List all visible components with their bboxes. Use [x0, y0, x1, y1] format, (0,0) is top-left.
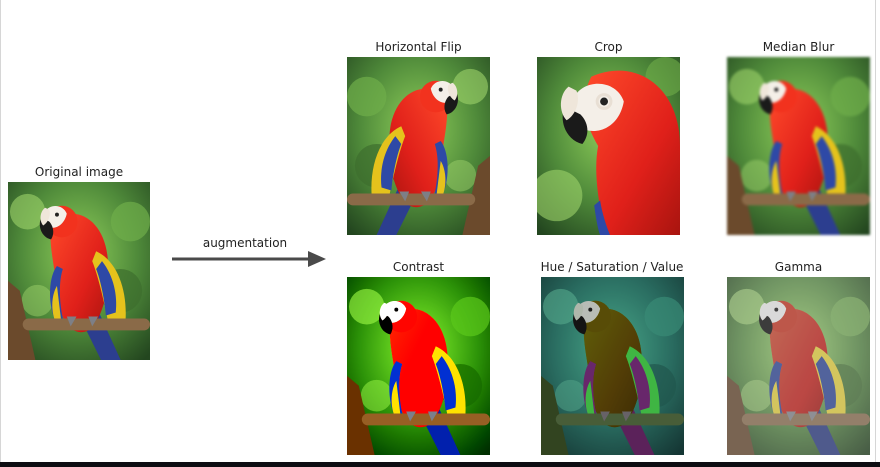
contrast-caption: Contrast: [392, 260, 445, 274]
gamma-image: [727, 277, 870, 455]
frame-right-edge: [875, 0, 876, 467]
augmentation-arrow: augmentation: [170, 236, 330, 276]
crop-caption: Crop: [594, 40, 623, 54]
horizontal-flip-caption: Horizontal Flip: [375, 40, 462, 54]
frame-left-edge: [0, 0, 1, 467]
original-image-caption: Original image: [34, 165, 124, 179]
hue-saturation-value-image: [541, 277, 684, 455]
crop-image: [537, 57, 680, 235]
original-image: [8, 182, 150, 360]
frame-bottom-bar: [0, 462, 880, 467]
contrast-image: [347, 277, 490, 455]
augmentation-arrow-label: augmentation: [202, 236, 288, 250]
horizontal-flip-image: [347, 57, 490, 235]
median-blur-caption: Median Blur: [762, 40, 835, 54]
gamma-caption: Gamma: [774, 260, 823, 274]
hue-saturation-value-caption: Hue / Saturation / Value: [540, 260, 684, 274]
median-blur-image: [727, 57, 870, 235]
